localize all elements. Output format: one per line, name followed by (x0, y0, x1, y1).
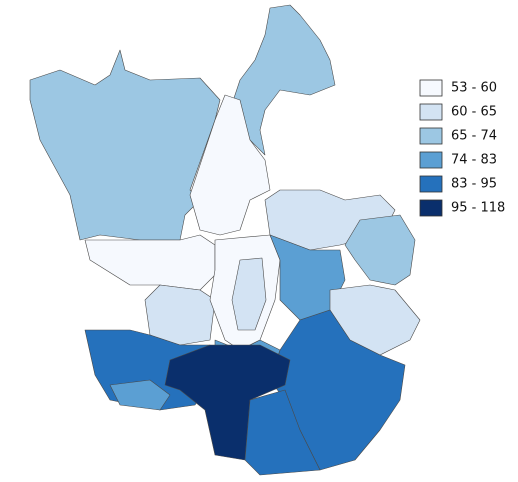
legend: 53 - 60 60 - 65 65 - 74 74 - 83 83 - 95 95 - … (419, 79, 505, 217)
legend-label: 83 - 95 (451, 177, 497, 192)
district (29, 49, 221, 241)
district (144, 284, 216, 346)
district (84, 234, 216, 291)
legend-swatch (419, 199, 443, 217)
district (229, 4, 336, 156)
district (189, 94, 271, 236)
district (344, 214, 416, 286)
legend-label: 60 - 65 (451, 105, 497, 120)
legend-swatch (419, 151, 443, 169)
legend-swatch (419, 103, 443, 121)
district (109, 379, 171, 411)
legend-swatch (419, 79, 443, 97)
district (231, 257, 267, 331)
district (244, 389, 321, 476)
legend-label: 65 - 74 (451, 129, 497, 144)
legend-label: 53 - 60 (451, 81, 497, 96)
legend-label: 74 - 83 (451, 153, 497, 168)
legend-label: 95 - 118 (451, 201, 505, 216)
districts (29, 4, 421, 476)
legend-swatch (419, 127, 443, 145)
legend-swatch (419, 175, 443, 193)
